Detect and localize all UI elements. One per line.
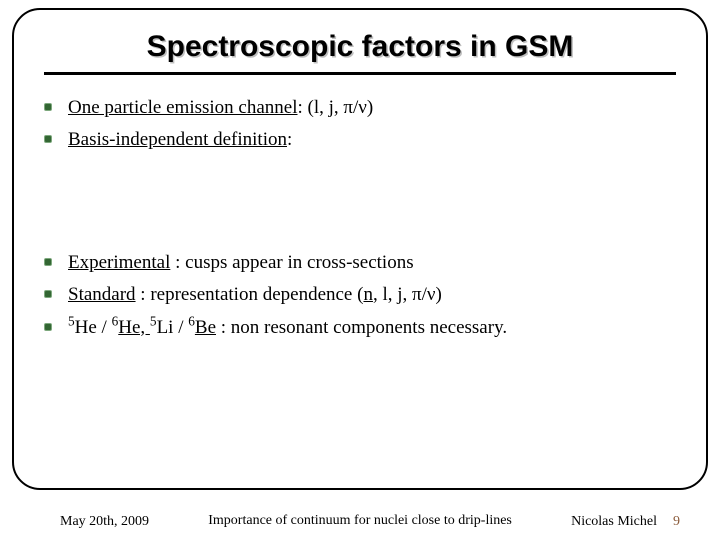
bullet-item: 5He / 6He, 5Li / 6Be : non resonant comp…	[44, 313, 676, 343]
bullet-underlined: n	[363, 284, 373, 305]
superscript: 6	[188, 313, 195, 328]
slide-frame: Spectroscopic factors in GSM One particl…	[12, 8, 708, 490]
bullet-group-bottom: Experimental : cusps appear in cross-sec…	[44, 248, 676, 343]
footer: May 20th, 2009 Importance of continuum f…	[0, 513, 720, 530]
bullet-underlined: One particle emission channel	[68, 97, 298, 118]
bullet-item: Basis-independent definition:	[44, 125, 676, 155]
footer-date: May 20th, 2009	[60, 514, 149, 530]
bullet-emph: necessary	[430, 317, 503, 338]
bullet-emph: dependence	[263, 284, 353, 305]
bullet-underlined: Basis-independent definition	[68, 129, 287, 150]
bullet-emph: cross-sections	[307, 252, 414, 273]
bullet-icon	[44, 258, 52, 266]
bullet-text: (	[352, 284, 363, 305]
bullet-text: .	[502, 317, 507, 338]
bullet-icon	[44, 135, 52, 143]
bullet-text: : non resonant components	[216, 317, 430, 338]
bullet-item: Experimental : cusps appear in cross-sec…	[44, 248, 676, 278]
bullet-rest: : (l, j, π/ν)	[298, 97, 374, 118]
bullet-icon	[44, 290, 52, 298]
page-number: 9	[657, 514, 680, 530]
bullet-icon	[44, 103, 52, 111]
slide-title: Spectroscopic factors in GSM	[44, 30, 676, 75]
bullet-rest: :	[287, 129, 292, 150]
bullet-icon	[44, 323, 52, 331]
bullet-item: Standard : representation dependence (n,…	[44, 280, 676, 310]
bullet-text: He /	[75, 317, 112, 338]
bullet-underlined: Experimental	[68, 252, 170, 273]
bullet-underlined: He,	[118, 317, 150, 338]
footer-author: Nicolas Michel	[571, 514, 657, 530]
bullet-underlined: Standard	[68, 284, 136, 305]
spacer	[44, 158, 676, 248]
superscript: 5	[150, 313, 157, 328]
bullet-text: : cusps appear in	[170, 252, 307, 273]
bullet-text: Li /	[157, 317, 189, 338]
bullet-item: One particle emission channel: (l, j, π/…	[44, 93, 676, 123]
bullet-text: : representation	[136, 284, 263, 305]
bullet-group-top: One particle emission channel: (l, j, π/…	[44, 93, 676, 156]
bullet-text: , l, j, π/ν)	[373, 284, 442, 305]
bullet-underlined: Be	[195, 317, 216, 338]
footer-title: Importance of continuum for nuclei close…	[149, 513, 571, 530]
superscript: 5	[68, 313, 75, 328]
